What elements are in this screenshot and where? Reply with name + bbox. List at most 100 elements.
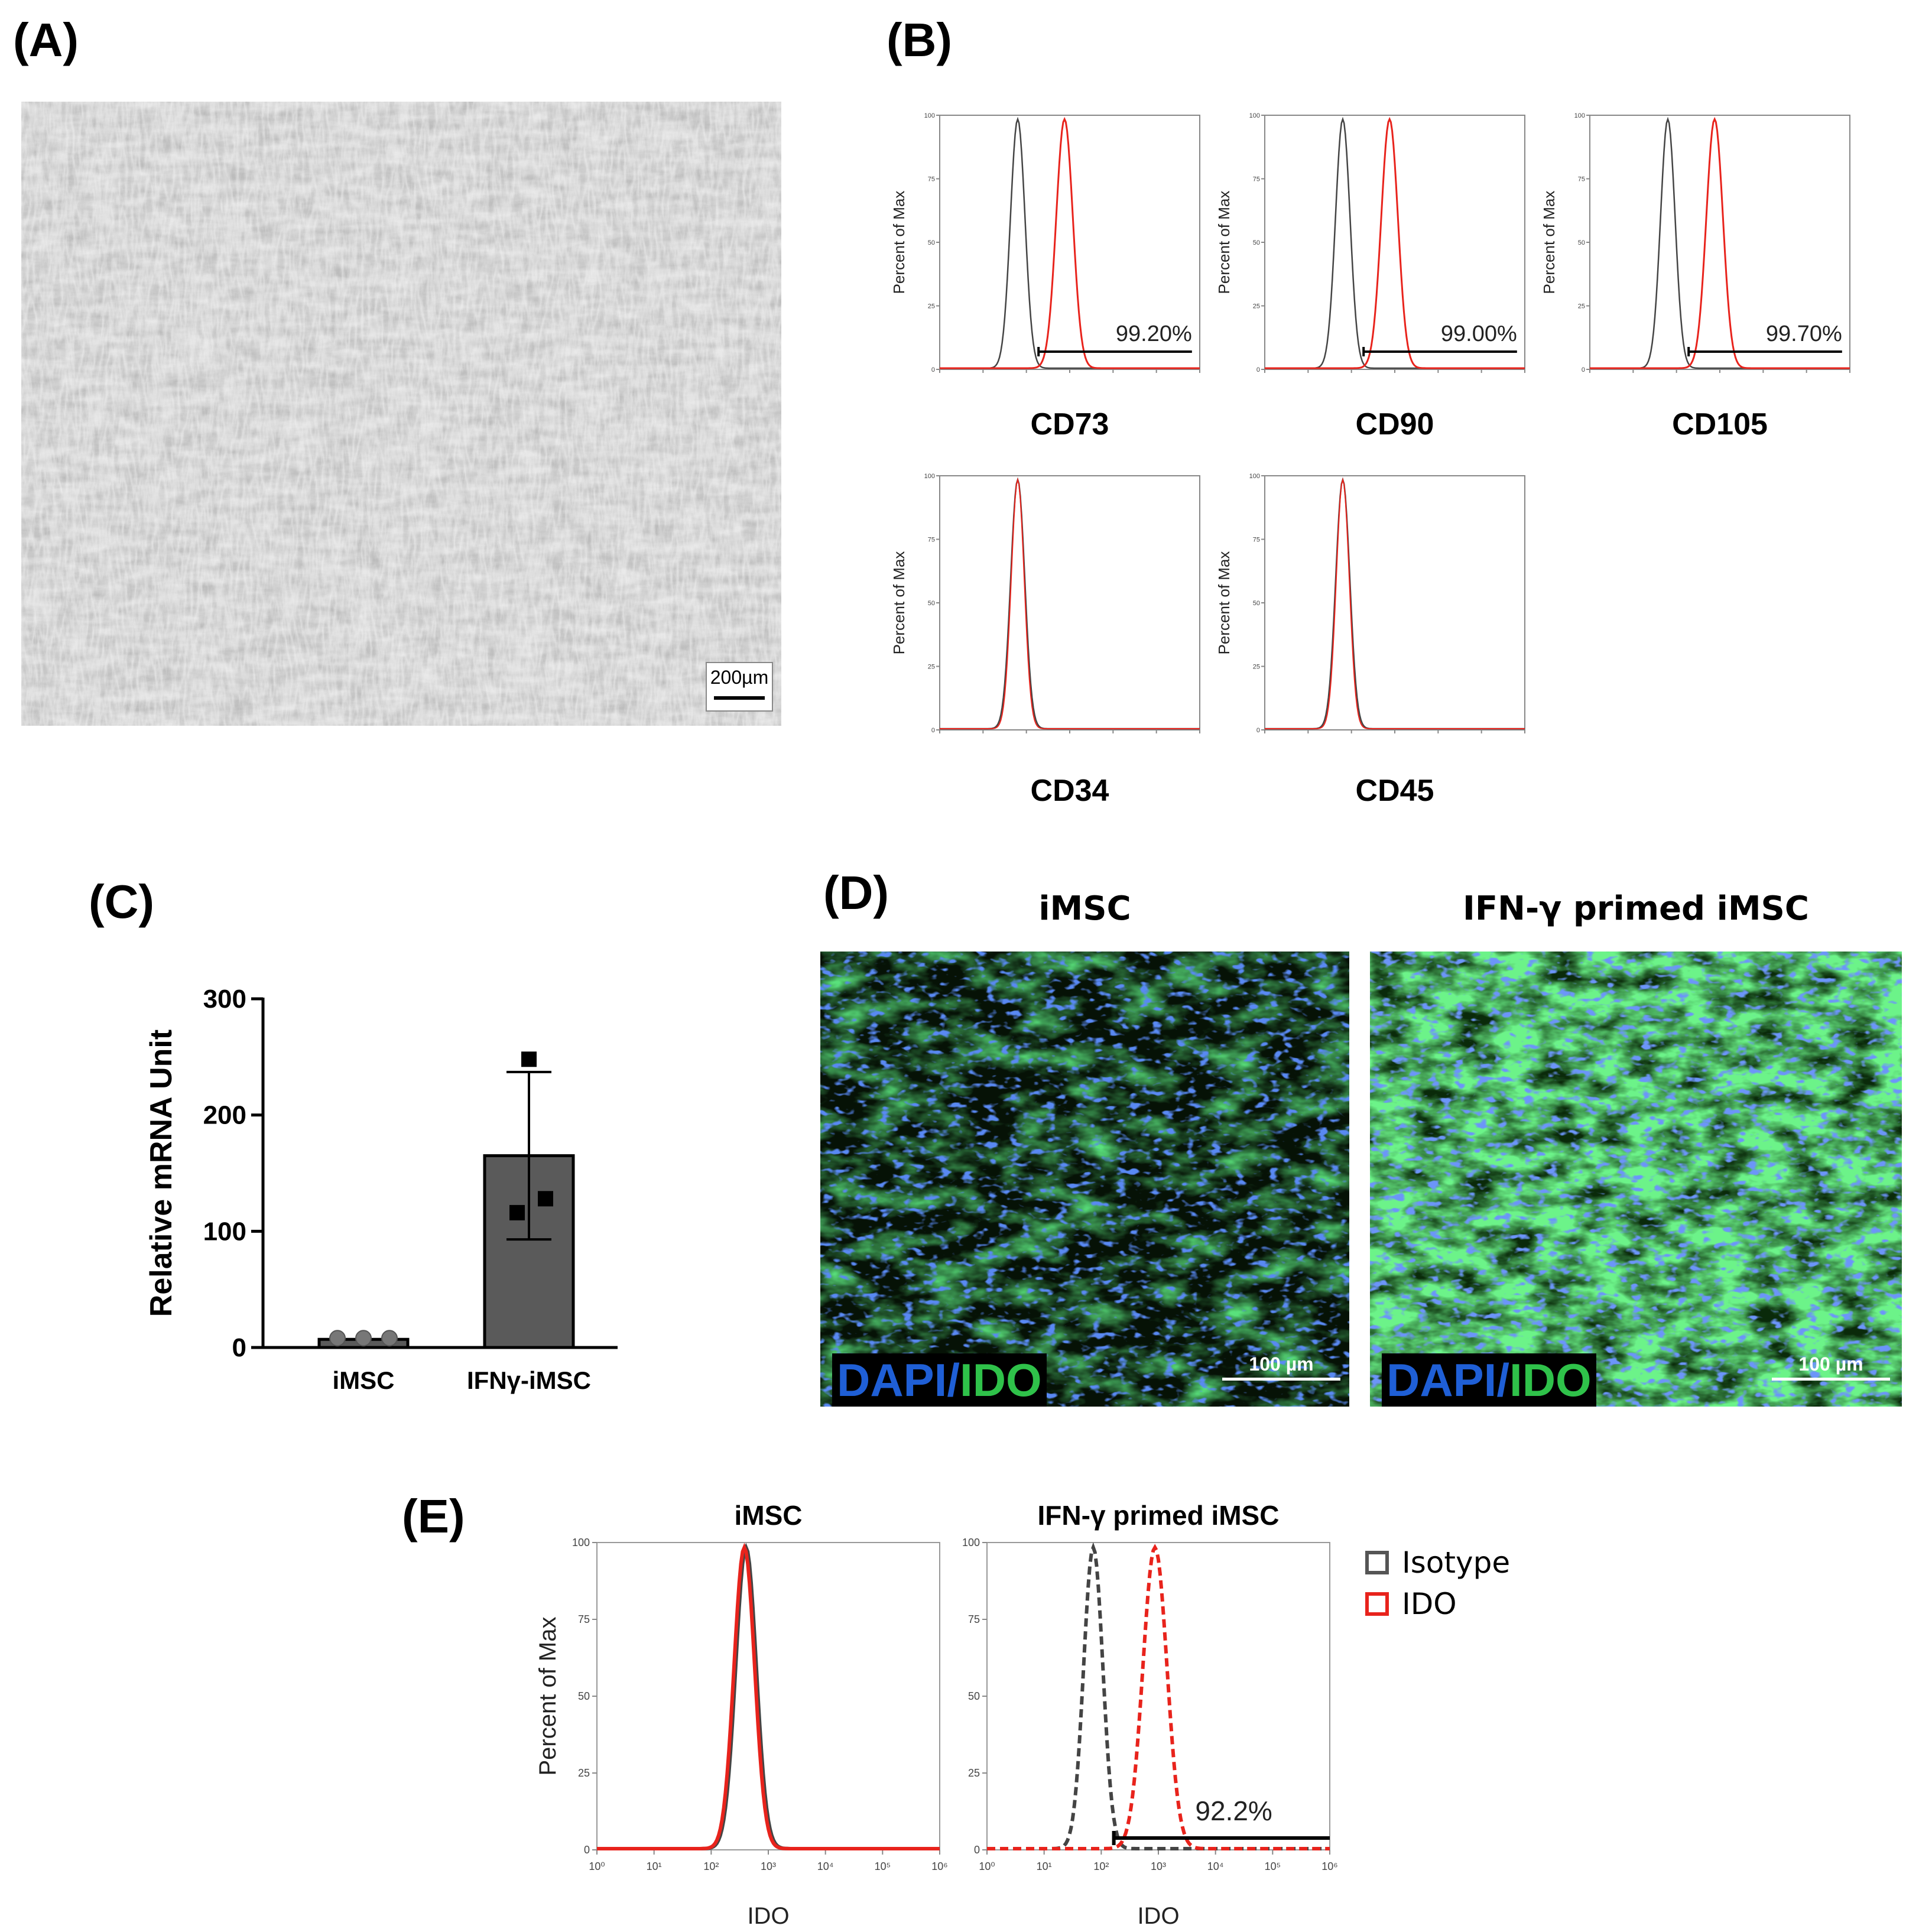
- scale-bar-label: 200µm: [710, 667, 769, 688]
- y-tick-label: 200: [203, 1101, 246, 1130]
- y-tick-label: 25: [1253, 664, 1260, 671]
- legend-label-isotype: Isotype: [1402, 1545, 1511, 1580]
- fluorescence-image-ifn-primed: DAPI/IDO 100 µm: [1370, 952, 1902, 1407]
- y-axis-label: Percent of Max: [535, 1616, 561, 1775]
- plot-frame: [986, 1542, 1330, 1850]
- phase-contrast-micrograph: 200µm: [21, 102, 781, 726]
- y-tick-label: 75: [1253, 176, 1260, 183]
- data-point: [509, 1204, 525, 1220]
- y-tick-label: 100: [962, 1537, 980, 1548]
- legend-swatch-ido: [1365, 1592, 1389, 1616]
- y-tick-label: 25: [968, 1767, 980, 1779]
- scale-bar-line: [1772, 1378, 1890, 1381]
- marker-label: CD105: [1672, 407, 1768, 441]
- marker-label: CD90: [1356, 407, 1434, 441]
- x-tick-label: 10²: [703, 1860, 719, 1872]
- plot-title: IFN-γ primed iMSC: [1038, 1500, 1280, 1531]
- scale-bar-label: 100 µm: [1798, 1353, 1863, 1375]
- x-axis-label: IDO: [747, 1903, 789, 1929]
- x-tick-label: 10⁶: [1321, 1860, 1337, 1872]
- legend-isotype: Isotype: [1365, 1545, 1510, 1580]
- cell-culture-texture: [21, 102, 781, 726]
- scale-bar: 100 µm: [1772, 1353, 1890, 1381]
- x-tick-label: 10³: [1151, 1860, 1166, 1872]
- scale-bar: 200µm: [706, 662, 773, 712]
- stain-label: DAPI/IDO: [1382, 1353, 1596, 1407]
- y-tick-label: 0: [931, 366, 935, 374]
- x-tick-label: 10⁵: [1265, 1860, 1281, 1872]
- panel-a-letter: (A): [13, 14, 79, 66]
- gate-percent-label: 92.2%: [1195, 1795, 1272, 1826]
- y-tick-label: 75: [928, 176, 935, 183]
- data-point: [521, 1051, 537, 1067]
- stain-separator: /: [1496, 1354, 1510, 1406]
- y-tick-label: 50: [1253, 239, 1260, 246]
- dapi-label: DAPI: [1387, 1354, 1497, 1406]
- y-tick-label: 75: [1578, 176, 1585, 183]
- scale-bar: 100 µm: [1222, 1353, 1340, 1381]
- y-tick-label: 50: [1578, 239, 1585, 246]
- histogram-cd90: 100 75 50 25 0 Percent of Max 99.00% CD90: [1215, 112, 1525, 441]
- histogram-cd34: 100 75 50 25 0 Percent of Max CD34: [890, 473, 1200, 808]
- legend-swatch-isotype: [1365, 1551, 1389, 1574]
- y-tick-label: 25: [928, 303, 935, 310]
- data-point: [355, 1330, 372, 1347]
- y-axis-label: Percent of Max: [1540, 191, 1558, 294]
- x-axis-label: IDO: [1137, 1903, 1179, 1929]
- y-tick-label: 75: [1253, 537, 1260, 544]
- plot-title: iMSC: [735, 1500, 803, 1531]
- y-axis-label: Percent of Max: [1215, 551, 1233, 655]
- d-title-ifn-primed: IFN-γ primed iMSC: [1462, 889, 1809, 928]
- y-tick-label: 50: [928, 239, 935, 246]
- y-tick-label: 50: [968, 1690, 980, 1702]
- y-tick-label: 100: [572, 1537, 590, 1548]
- y-tick-label: 100: [924, 473, 935, 480]
- y-tick-label: 25: [1578, 303, 1585, 310]
- x-tick-label: 10¹: [647, 1860, 662, 1872]
- x-tick-label: 10⁵: [875, 1860, 891, 1872]
- y-tick-label: 0: [1256, 366, 1260, 374]
- data-point: [329, 1330, 346, 1347]
- legend-ido: IDO: [1365, 1587, 1457, 1621]
- gate-percent-label: 99.00%: [1441, 322, 1517, 346]
- ido-curve: [597, 1543, 940, 1850]
- y-tick-label: 75: [968, 1613, 980, 1625]
- marker-curve: [1265, 477, 1525, 729]
- fluor-texture-1: [820, 952, 1349, 1407]
- ido-histogram-0: 100 75 50 25 0 10⁰ 10¹ 10² 10³ 10⁴ 10⁵ 10⁶ Percent o…: [535, 1500, 948, 1929]
- y-tick-label: 0: [232, 1333, 246, 1362]
- scale-bar-line: [1222, 1378, 1340, 1381]
- scale-bar-line: [714, 696, 765, 700]
- y-tick-label: 100: [924, 112, 935, 119]
- gate-percent-label: 99.20%: [1116, 322, 1192, 346]
- scale-bar-label: 100 µm: [1249, 1353, 1314, 1375]
- d-title-imsc: iMSC: [1038, 889, 1131, 928]
- marker-curve: [940, 116, 1200, 369]
- y-tick-label: 25: [578, 1767, 590, 1779]
- y-axis-label: Percent of Max: [1215, 191, 1233, 294]
- histogram-cd105: 100 75 50 25 0 Percent of Max 99.70% CD105: [1540, 112, 1850, 441]
- y-axis-label: Percent of Max: [890, 551, 908, 655]
- x-category-label: IFNγ-iMSC: [467, 1366, 591, 1394]
- y-tick-label: 300: [203, 985, 246, 1014]
- y-tick-label: 0: [931, 727, 935, 734]
- y-tick-label: 50: [1253, 600, 1260, 607]
- marker-curve: [1590, 116, 1850, 369]
- y-tick-label: 0: [1256, 727, 1260, 734]
- marker-label: CD73: [1031, 407, 1109, 441]
- ido-label: IDO: [1509, 1354, 1592, 1406]
- marker-label: CD45: [1356, 774, 1434, 808]
- x-tick-label: 10⁰: [979, 1860, 995, 1872]
- x-category-label: iMSC: [333, 1366, 395, 1394]
- x-tick-label: 10¹: [1037, 1860, 1052, 1872]
- x-tick-label: 10⁰: [589, 1860, 605, 1872]
- ido-curve: [987, 1544, 1330, 1850]
- gate-percent-label: 99.70%: [1766, 322, 1842, 346]
- plot-frame: [596, 1542, 940, 1850]
- stain-separator: /: [947, 1354, 960, 1406]
- y-tick-label: 100: [1574, 112, 1585, 119]
- histogram-cd73: 100 75 50 25 0 Percent of Max 99.20% CD73: [890, 112, 1200, 441]
- y-tick-label: 50: [578, 1690, 590, 1702]
- y-tick-label: 25: [1253, 303, 1260, 310]
- fluorescence-image-imsc: DAPI/IDO 100 µm: [820, 952, 1349, 1407]
